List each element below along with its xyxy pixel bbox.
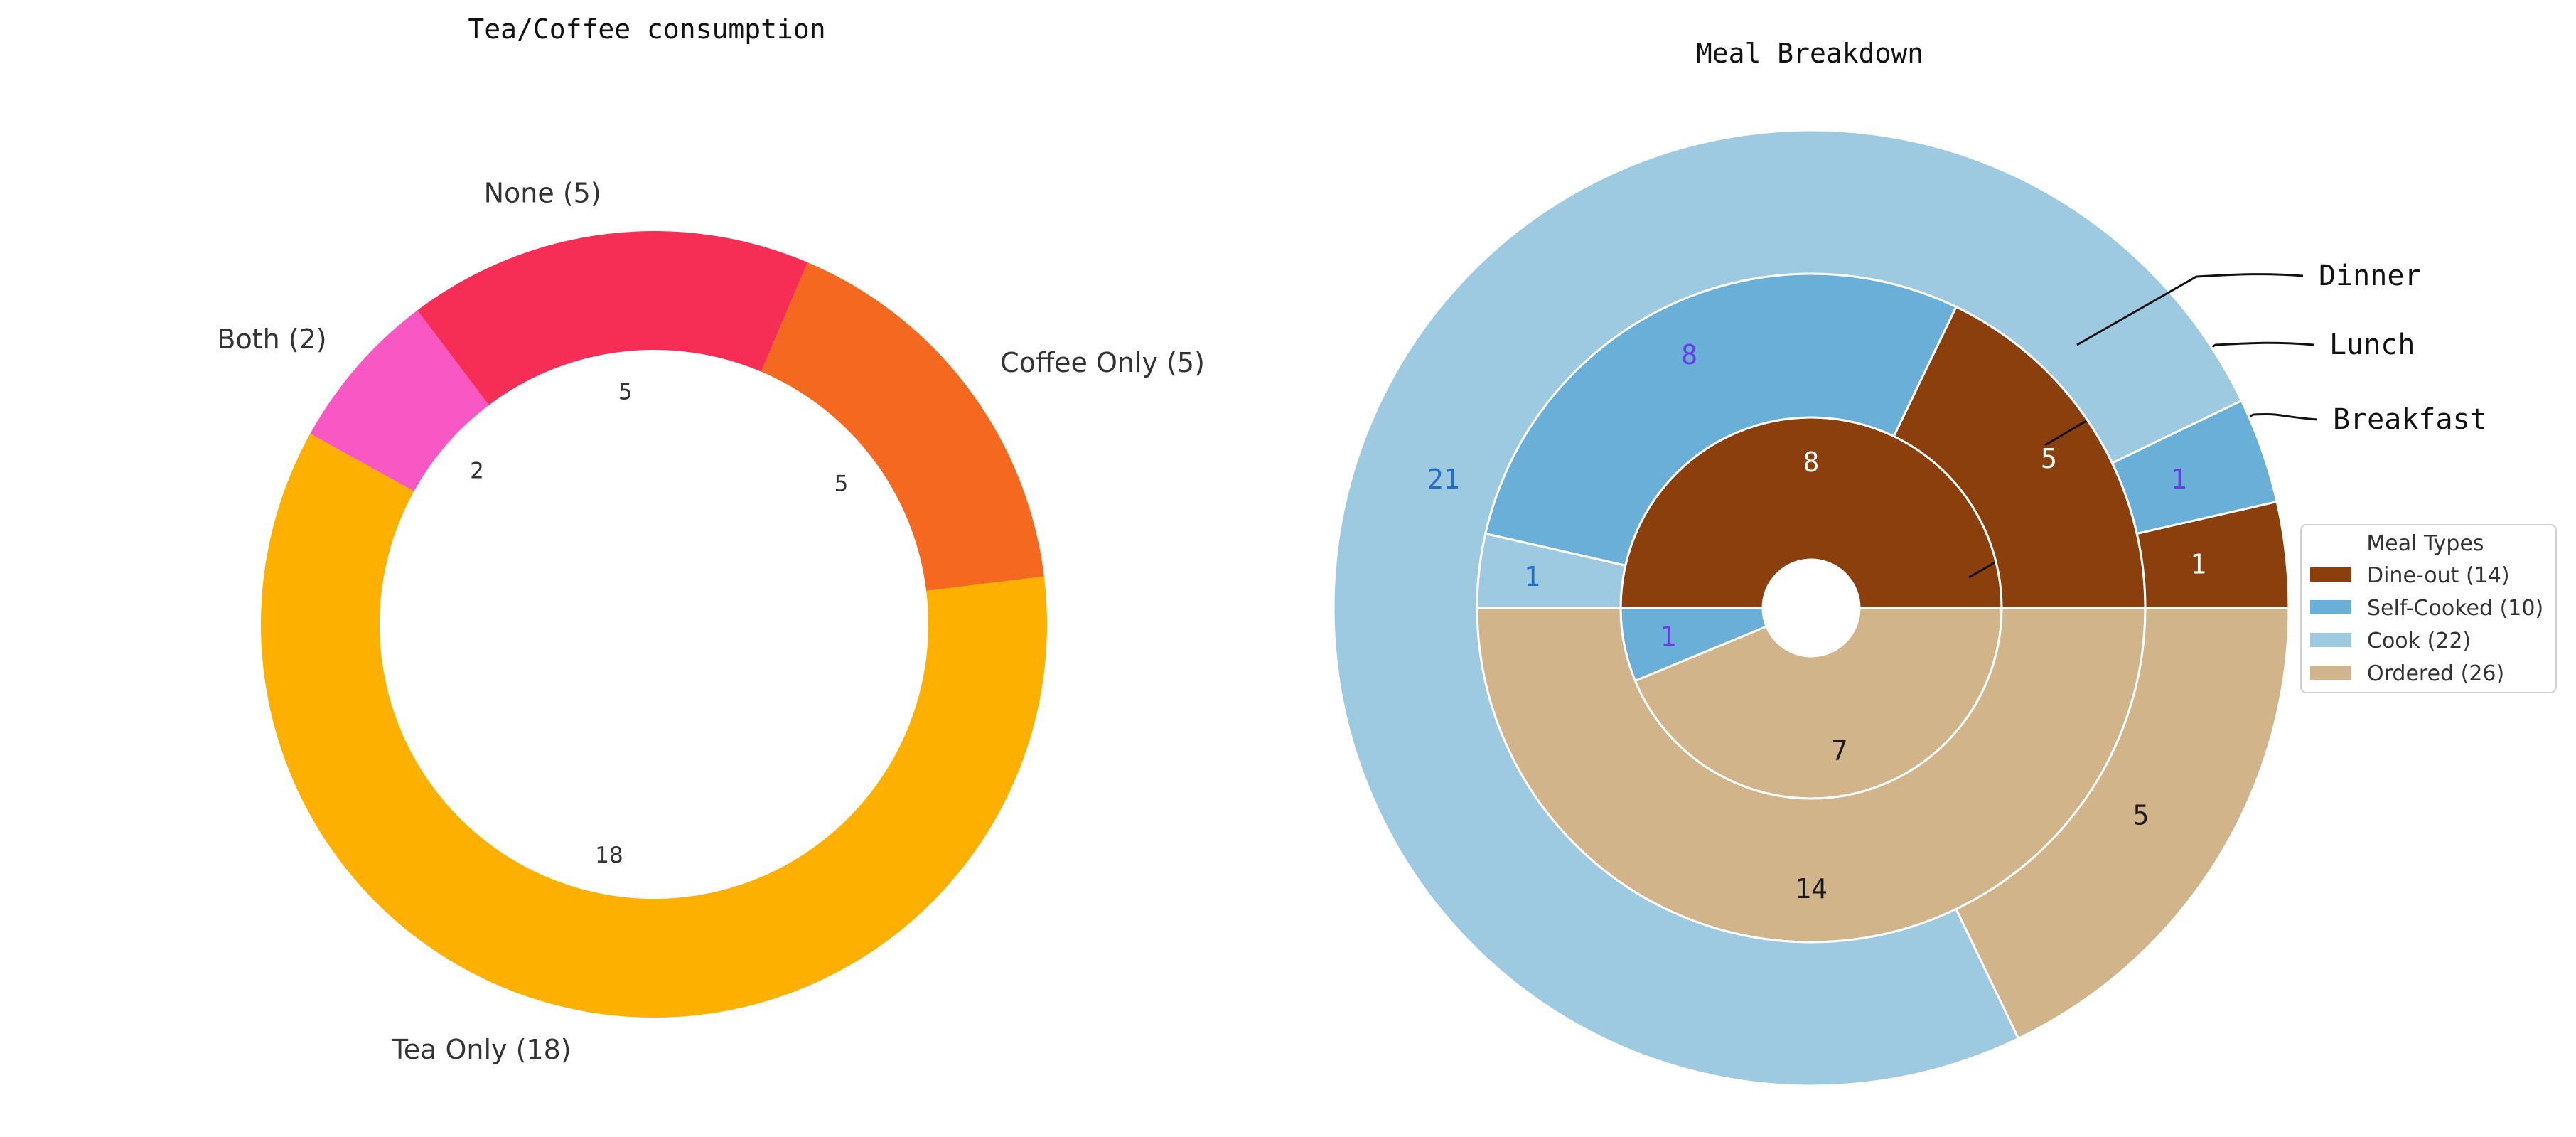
legend-items: Dine-out (14) Self-Cooked (10) Cook (22) Or… [2310, 563, 2543, 686]
legend-swatch [2310, 666, 2351, 680]
slice-tea-only-18 [261, 433, 1048, 1018]
slice-both-2 [310, 310, 489, 491]
wedge-label-dinner-ordered: 5 [2133, 800, 2150, 831]
ring-dinner: 1 1 21 5 [1332, 129, 2290, 1087]
wedge-label-lunch-ordered: 14 [1795, 873, 1828, 904]
wedge-label-lunch-cook: 1 [1524, 561, 1540, 592]
slice-value-none-5: 5 [618, 379, 633, 405]
wedge-dinner-ordered [1954, 607, 2290, 1040]
wedge-label-dinner-self-cooked: 1 [2171, 464, 2187, 495]
wedge-label-breakfast-dine-out: 8 [1803, 447, 1820, 478]
wedge-label-lunch-dine-out: 5 [2041, 443, 2057, 474]
wedge-label-dinner-cook: 21 [1427, 464, 1460, 495]
legend-swatch [2310, 600, 2351, 614]
wedge-dinner-cook [1332, 129, 2243, 1087]
legend-frame [2300, 524, 2557, 693]
annotation-line-breakfast [1968, 412, 2318, 579]
legend-label: Self-Cooked (10) [2367, 596, 2543, 621]
left-chart-title: Tea/Coffee consumption [468, 14, 825, 45]
annotation-line-dinner [2076, 273, 2304, 346]
legend-label: Dine-out (14) [2367, 563, 2510, 588]
legend-title: Meal Types [2366, 531, 2484, 556]
slice-coffee-only-5 [761, 262, 1044, 591]
legend-item-cook-22: Cook (22) [2310, 629, 2471, 653]
legend-label: Cook (22) [2367, 629, 2471, 653]
slice-value-coffee-only-5: 5 [834, 471, 849, 496]
annotation-dinner: Dinner [2319, 260, 2422, 292]
slice-value-tea-only-18: 18 [595, 843, 623, 868]
wedge-label-breakfast-ordered: 7 [1832, 735, 1848, 767]
tea-coffee-donut: Both (2) 2 Tea Only (18) 18 Coffee Only (5) 5… [217, 178, 1205, 1065]
wedge-label-breakfast-self-cooked: 1 [1660, 621, 1676, 652]
slice-none-5 [417, 231, 808, 405]
legend-swatch [2310, 633, 2351, 647]
slice-label-tea-only-18: Tea Only (18) [391, 1034, 571, 1065]
annotation-lunch: Lunch [2329, 329, 2415, 361]
slice-label-coffee-only-5: Coffee Only (5) [1000, 347, 1205, 378]
legend-item-self-cooked-10: Self-Cooked (10) [2310, 596, 2543, 621]
meal-breakdown-nested-donut: 8 1 7 Breakfast 5 8 1 14 Lunch 1 1 21 5 Dinner [1332, 129, 2487, 1087]
right-chart-title: Meal Breakdown [1696, 38, 1923, 69]
legend-item-dine-out-14: Dine-out (14) [2310, 563, 2510, 588]
wedge-label-lunch-self-cooked: 8 [1681, 339, 1697, 370]
slice-label-none-5: None (5) [484, 178, 601, 209]
slice-label-both-2: Both (2) [217, 324, 326, 355]
slice-value-both-2: 2 [470, 459, 484, 484]
wedge-label-dinner-dine-out: 1 [2190, 549, 2206, 580]
legend: Meal Types Dine-out (14) Self-Cooked (10)… [2300, 524, 2557, 693]
legend-label: Ordered (26) [2367, 661, 2504, 686]
legend-item-ordered-26: Ordered (26) [2310, 661, 2504, 686]
annotation-line-lunch [2044, 341, 2314, 447]
annotation-breakfast: Breakfast [2333, 403, 2487, 436]
center-hole [1763, 560, 1859, 656]
legend-swatch [2310, 567, 2351, 582]
